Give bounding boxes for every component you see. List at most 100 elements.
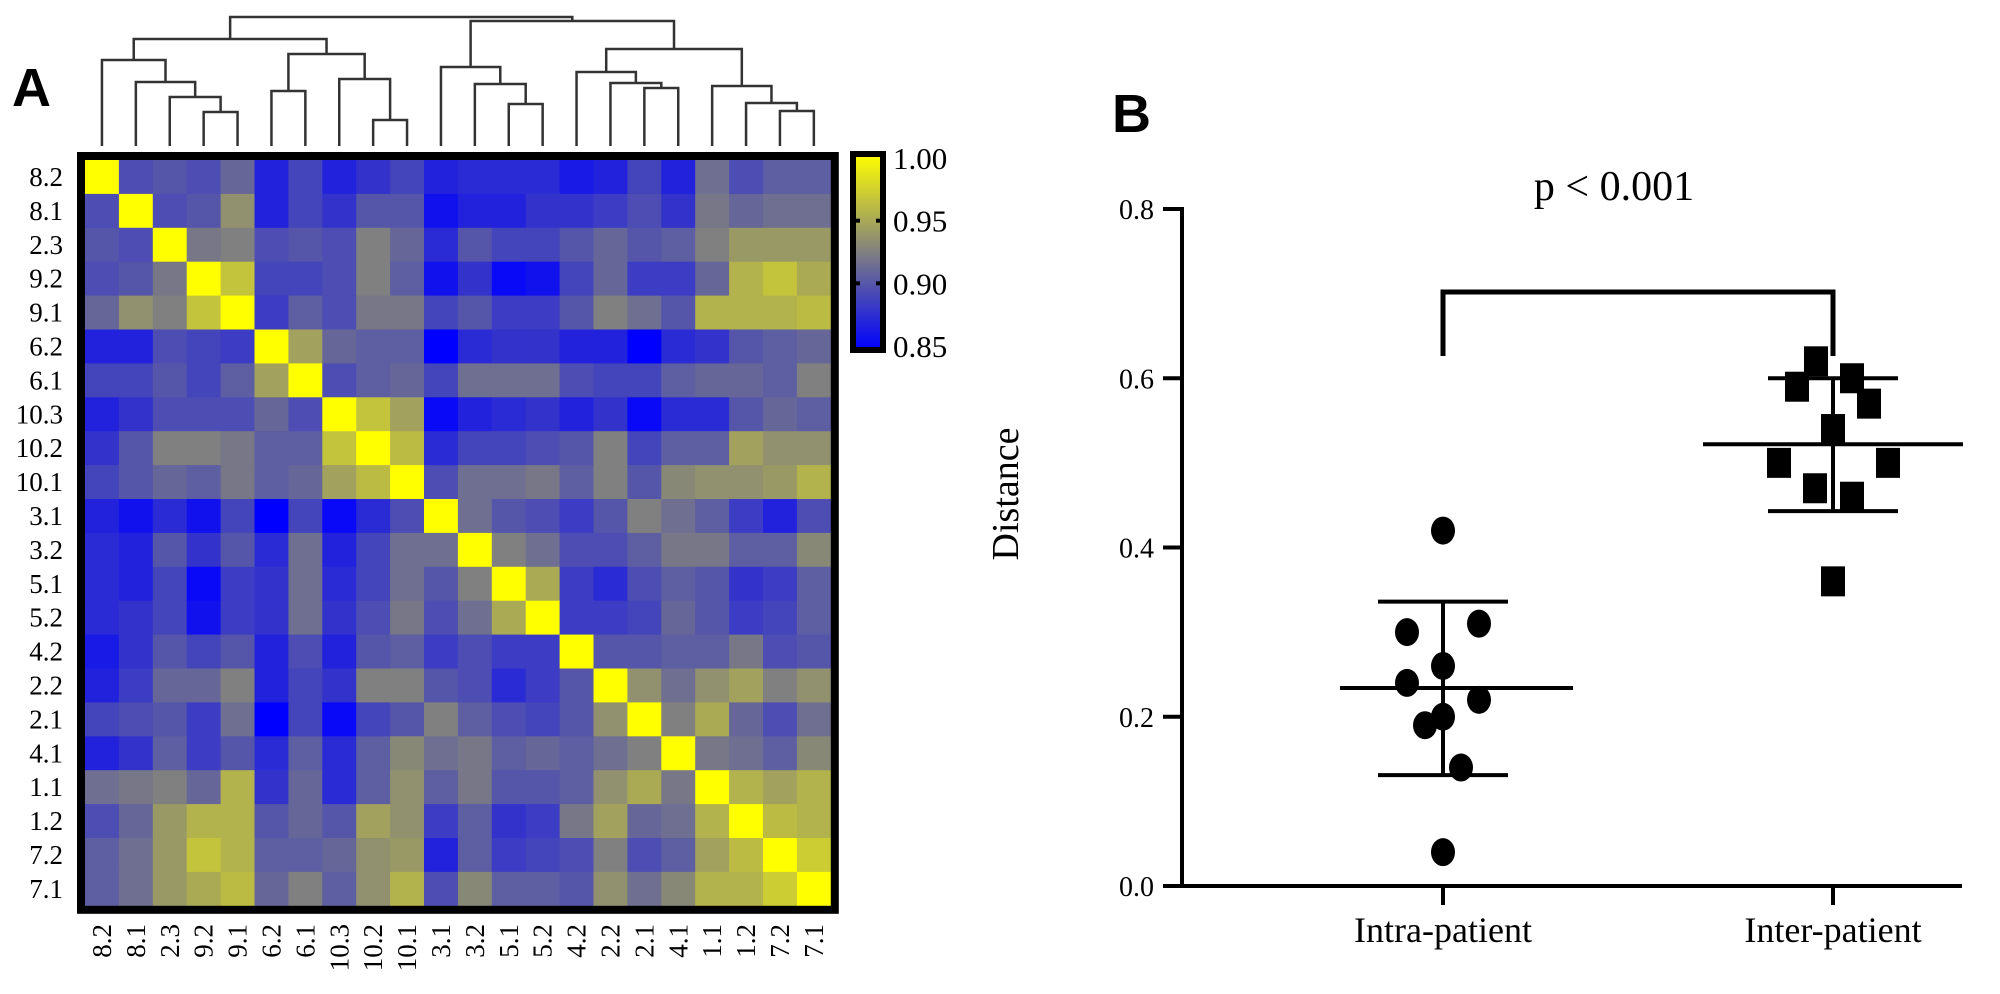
- heatmap-cell: [254, 465, 289, 500]
- heatmap-cell: [627, 499, 662, 534]
- heatmap-cell: [661, 838, 696, 873]
- heatmap-cell: [220, 227, 255, 263]
- heatmap-cell: [322, 871, 357, 907]
- heatmap-cell: [186, 702, 222, 737]
- heatmap-cell: [525, 499, 561, 534]
- heatmap-cell: [491, 431, 527, 466]
- data-point-square: [1767, 447, 1791, 478]
- heatmap-cell: [796, 702, 832, 737]
- heatmap-cell: [220, 736, 255, 771]
- heatmap-cell: [424, 838, 459, 873]
- heatmap-cell: [491, 227, 527, 263]
- heatmap-cell: [729, 736, 764, 771]
- heatmap-cell: [559, 329, 594, 364]
- heatmap-cell: [118, 431, 154, 466]
- heatmap-cell: [118, 499, 154, 534]
- data-point-square: [1785, 371, 1809, 402]
- heatmap-cell: [593, 465, 628, 500]
- heatmap-cell: [85, 668, 120, 703]
- heatmap-cell: [627, 770, 662, 805]
- heatmap-cell: [525, 532, 561, 568]
- heatmap-cell: [322, 160, 357, 195]
- heatmap-cell: [661, 329, 696, 364]
- heatmap-cell: [627, 465, 662, 500]
- heatmap-cell: [593, 227, 628, 263]
- heatmap-cell: [593, 770, 628, 805]
- heatmap-cell: [186, 532, 222, 568]
- heatmap-cell: [85, 363, 120, 398]
- heatmap-cell: [424, 363, 459, 398]
- heatmap-cell: [457, 600, 493, 636]
- heatmap-cell: [254, 363, 289, 398]
- heatmap-cell: [390, 227, 425, 263]
- heatmap-cell: [85, 465, 120, 500]
- heatmap-cell: [457, 465, 493, 500]
- heatmap-cell: [118, 838, 154, 873]
- heatmap-cell: [152, 261, 188, 297]
- heatmap-cell: [457, 329, 493, 364]
- heatmap-cell: [661, 600, 696, 636]
- heatmap-cell: [661, 227, 696, 263]
- row-label: 10.3: [16, 399, 63, 429]
- heatmap-cell: [118, 397, 154, 432]
- column-label: 6.2: [256, 924, 286, 958]
- heatmap-cell: [390, 600, 425, 636]
- heatmap-cell: [152, 668, 188, 703]
- column-label: 4.2: [562, 924, 592, 958]
- heatmap-cell: [220, 871, 255, 907]
- heatmap-cell: [85, 397, 120, 432]
- heatmap-cell: [627, 736, 662, 771]
- column-label: 5.1: [494, 924, 524, 958]
- heatmap-cell: [186, 736, 222, 771]
- heatmap-cell: [457, 499, 493, 534]
- heatmap-cell: [796, 804, 832, 839]
- heatmap-cell: [661, 770, 696, 805]
- heatmap-cell: [457, 634, 493, 669]
- heatmap-cell: [356, 600, 391, 636]
- heatmap-cell: [186, 838, 222, 873]
- heatmap-cell: [796, 634, 832, 669]
- y-tick-label: 0.6: [1119, 364, 1154, 395]
- heatmap-cell: [593, 871, 628, 907]
- heatmap-cell: [356, 871, 391, 907]
- heatmap-cell: [593, 499, 628, 534]
- dendrogram-branch: [202, 110, 239, 146]
- heatmap-cell: [85, 431, 120, 466]
- heatmap-cell: [729, 499, 764, 534]
- row-label: 10.2: [16, 433, 63, 463]
- heatmap-cell: [152, 838, 188, 873]
- heatmap-cell: [390, 295, 425, 330]
- heatmap-cell: [186, 499, 222, 534]
- panel-b-label: B: [1112, 84, 1151, 144]
- heatmap-cell: [424, 566, 459, 602]
- heatmap-cell: [695, 838, 730, 873]
- heatmap-cell: [424, 227, 459, 263]
- colorbar-scale: [850, 151, 886, 353]
- heatmap-cell: [763, 295, 798, 330]
- heatmap-cell: [322, 465, 357, 500]
- heatmap-cell: [322, 668, 357, 703]
- row-label: 5.2: [29, 603, 63, 633]
- heatmap-cell: [627, 261, 662, 297]
- heatmap-cell: [356, 431, 391, 466]
- dendrogram-branch: [778, 109, 816, 146]
- column-label: 10.1: [392, 924, 422, 971]
- heatmap-cell: [390, 566, 425, 602]
- heatmap-cell: [322, 804, 357, 839]
- heatmap-cell: [152, 295, 188, 330]
- row-label: 2.2: [29, 670, 63, 700]
- heatmap-cell: [118, 329, 154, 364]
- column-label: 5.2: [528, 924, 558, 958]
- row-label: 5.1: [29, 569, 63, 599]
- heatmap-cell: [627, 634, 662, 669]
- heatmap-cell: [661, 295, 696, 330]
- heatmap-cell: [288, 871, 323, 907]
- heatmap-cell: [85, 532, 120, 568]
- heatmap-cell: [288, 431, 323, 466]
- heatmap-cell: [559, 566, 594, 602]
- heatmap-cell: [288, 160, 323, 195]
- x-tick-label: Intra-patient: [1354, 910, 1532, 950]
- heatmap-cell: [254, 295, 289, 330]
- heatmap-cell: [559, 261, 594, 297]
- data-point-circle: [1467, 609, 1491, 638]
